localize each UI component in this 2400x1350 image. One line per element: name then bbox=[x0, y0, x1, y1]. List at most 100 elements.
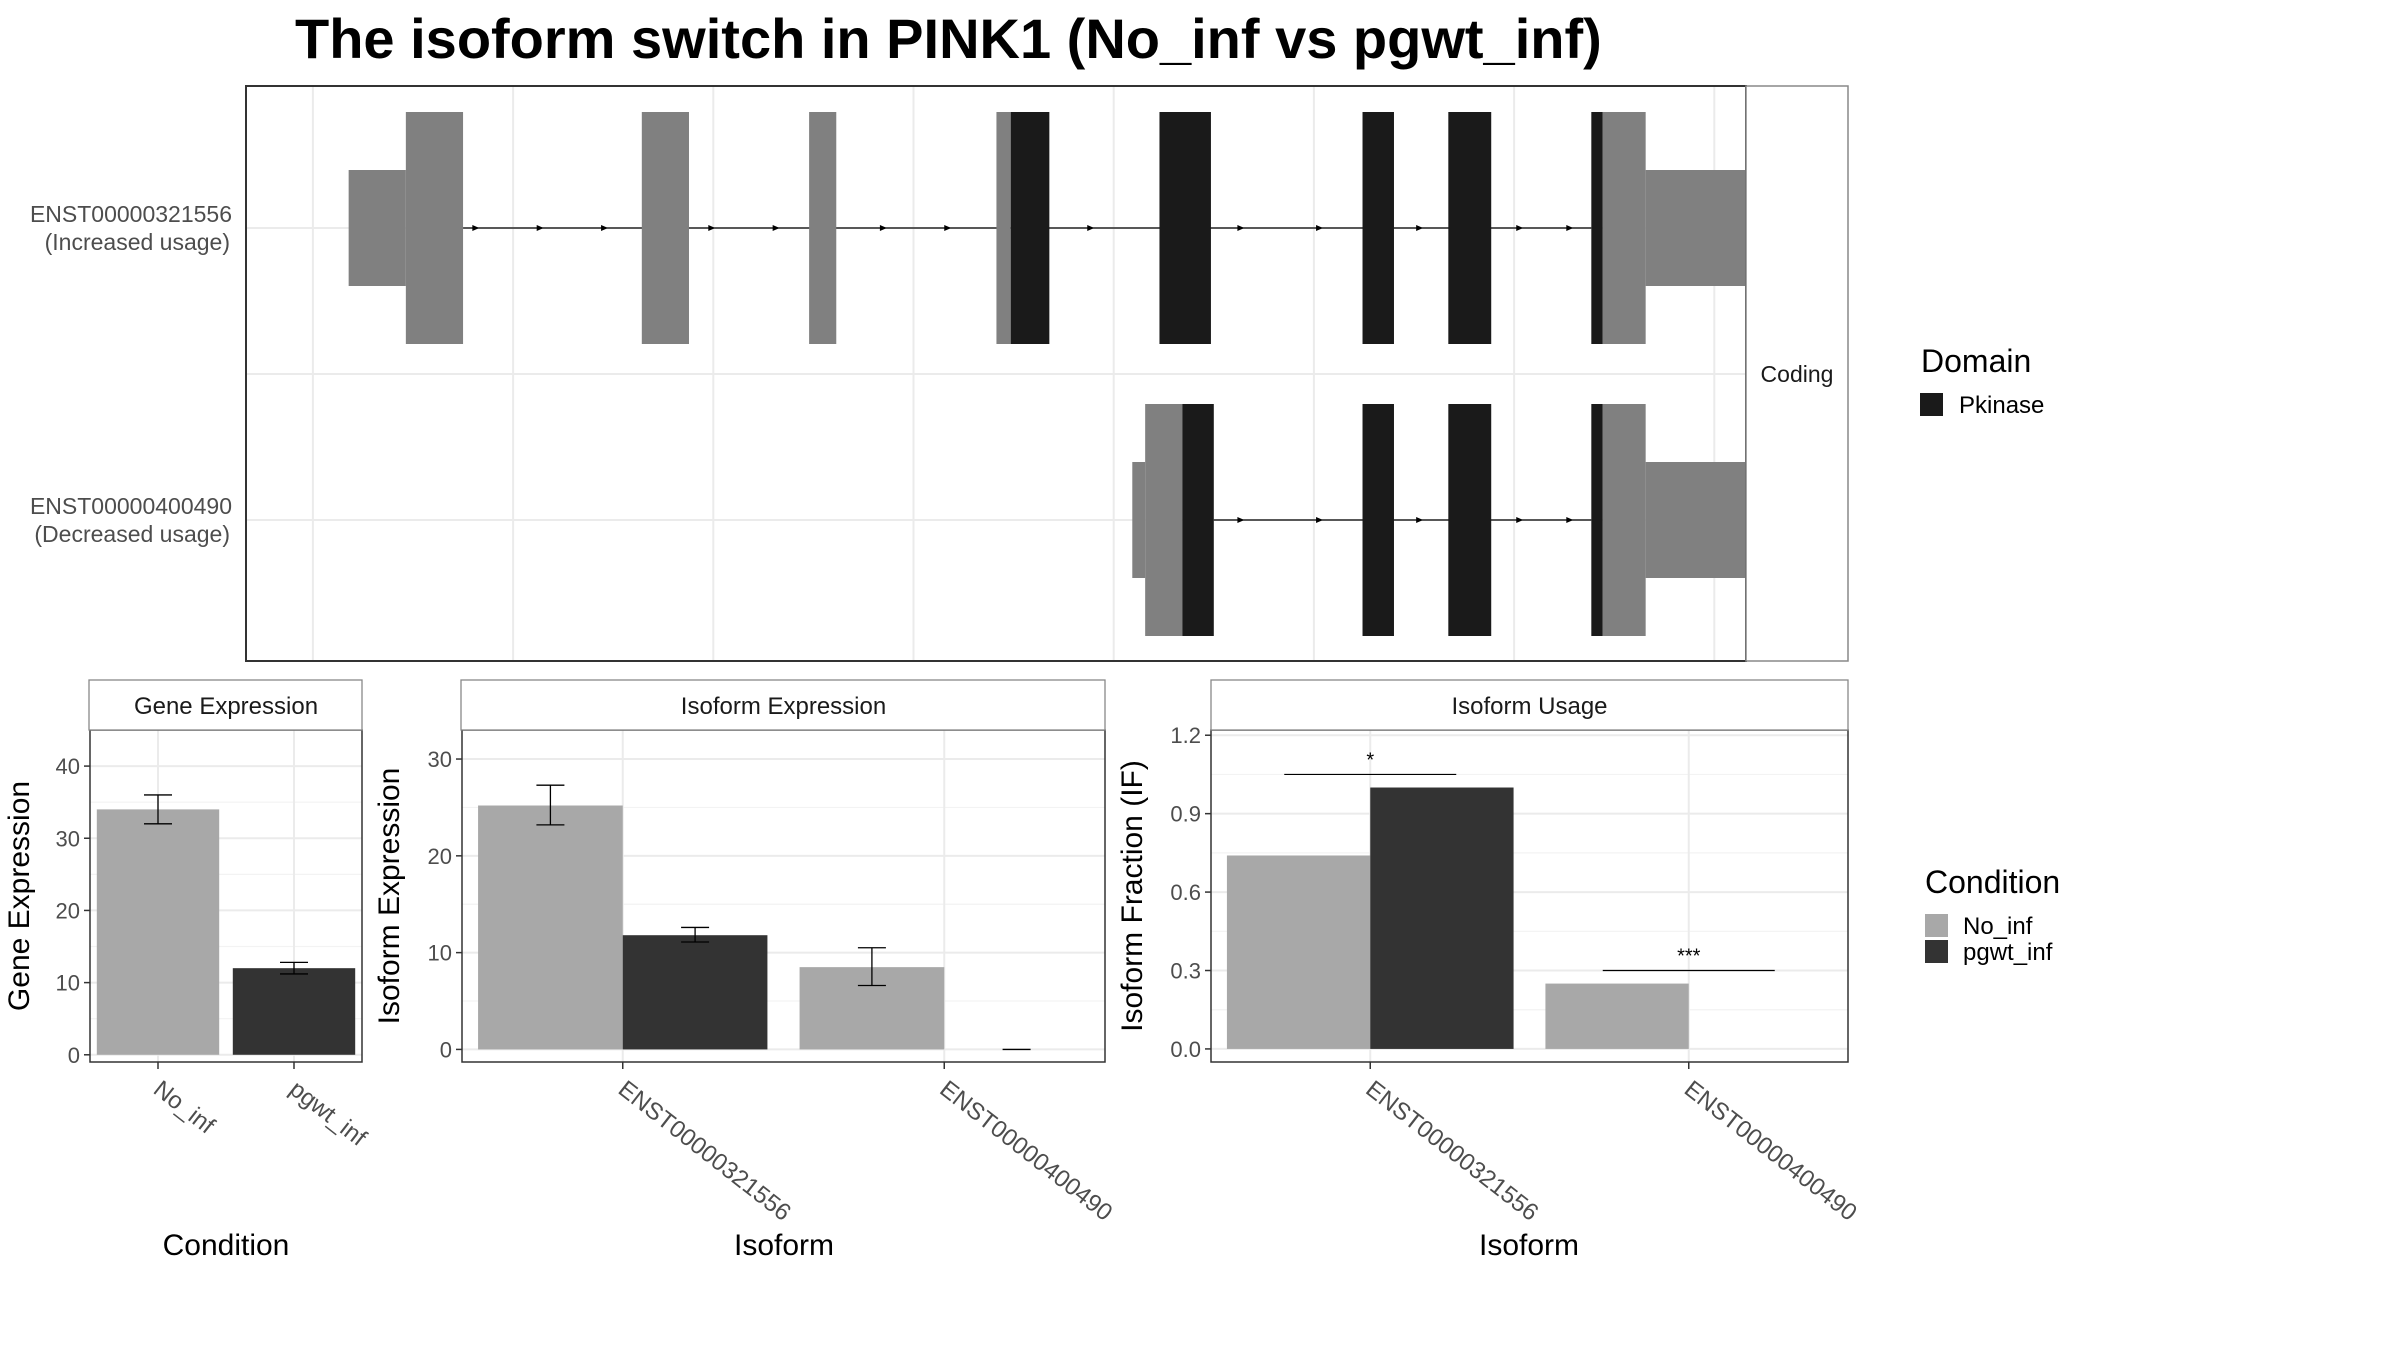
exon-0-5 bbox=[1010, 112, 1050, 344]
chart-1-errorbar-0-1 bbox=[857, 947, 886, 987]
strand-arrow-0-5 bbox=[879, 225, 887, 231]
chart-0-ytick-label-3: 30 bbox=[56, 826, 80, 851]
transcript-label-1: ENST00000400490 bbox=[30, 493, 232, 519]
strand-arrow-0-11 bbox=[1416, 225, 1424, 231]
chart-1-ytick-label-1: 10 bbox=[428, 941, 452, 966]
chart-1-errorbar-0-0 bbox=[536, 784, 565, 826]
structure-strip bbox=[1745, 85, 1849, 662]
strand-arrow-1-0 bbox=[1237, 517, 1245, 523]
condition-legend-key-pgwt-inf bbox=[1925, 940, 1948, 963]
chart-2-bar-0-1 bbox=[1545, 983, 1689, 1049]
chart-1-bar-0-0 bbox=[478, 805, 623, 1050]
strand-arrow-0-6 bbox=[944, 225, 952, 231]
exon-0-7 bbox=[1362, 112, 1394, 344]
domain-legend-label-pkinase: Pkinase bbox=[1959, 392, 2044, 419]
chart-2-bar-1-0 bbox=[1370, 787, 1514, 1049]
chart-2-bar-0-0 bbox=[1226, 855, 1371, 1049]
exon-1-6 bbox=[1602, 404, 1646, 636]
transcript-label-0: ENST00000321556 bbox=[30, 201, 232, 227]
exon-0-4 bbox=[996, 112, 1011, 344]
strand-arrow-0-0 bbox=[472, 225, 480, 231]
chart-0-ytick-label-0: 0 bbox=[68, 1043, 80, 1068]
chart-2: 0.00.30.60.91.2****Isoform UsageENST0000… bbox=[1116, 679, 1862, 1262]
chart-2-ytick-label-0: 0.0 bbox=[1170, 1037, 1201, 1062]
condition-legend-label-pgwt-inf: pgwt_inf bbox=[1963, 939, 2053, 966]
chart-0-xtick-label-0: No_inf bbox=[148, 1075, 220, 1139]
strand-arrow-0-8 bbox=[1087, 225, 1095, 231]
strand-arrow-0-2 bbox=[601, 225, 609, 231]
chart-2-sig-label-0: * bbox=[1366, 749, 1374, 771]
transcript-structure-panel: Coding ENST00000321556(Increased usage)E… bbox=[30, 85, 1849, 662]
chart-1-strip bbox=[460, 679, 1106, 731]
chart-0-bar-1 bbox=[232, 968, 356, 1055]
exon-0-2 bbox=[641, 112, 689, 344]
chart-1-ytick-label-3: 30 bbox=[428, 747, 452, 772]
chart-0-ytick-label-4: 40 bbox=[56, 754, 80, 779]
transcript-labels: ENST00000321556(Increased usage) ENST0000… bbox=[30, 201, 232, 547]
exon-0-10 bbox=[1602, 112, 1646, 344]
chart-0-bar-0 bbox=[96, 809, 220, 1055]
exon-0-3 bbox=[809, 112, 837, 344]
chart-1-xtick-label-1: ENST00000400490 bbox=[935, 1075, 1118, 1226]
exon-1-2 bbox=[1182, 404, 1214, 636]
strand-arrow-0-3 bbox=[708, 225, 716, 231]
chart-1: 0 10 20 30 Isoform Expression ENST00000321556… bbox=[373, 679, 1118, 1262]
chart-0-ytick-label-1: 10 bbox=[56, 971, 80, 996]
chart-2-sig-label-1: *** bbox=[1677, 946, 1701, 968]
strand-arrow-1-4 bbox=[1516, 517, 1524, 523]
chart-1-ylabel: Isoform Expression bbox=[373, 768, 406, 1025]
exon-1-1 bbox=[1145, 404, 1183, 636]
condition-legend-label-no-inf: No_inf bbox=[1963, 913, 2033, 940]
exon-1-4 bbox=[1448, 404, 1492, 636]
chart-0-xlabel: Condition bbox=[163, 1229, 290, 1262]
transcript-usage-0: (Increased usage) bbox=[45, 229, 230, 255]
exon-1-3 bbox=[1362, 404, 1394, 636]
condition-legend: Condition No_inf pgwt_inf bbox=[1925, 864, 2060, 966]
condition-legend-title: Condition bbox=[1925, 864, 2060, 900]
chart-2-ytick-label-4: 1.2 bbox=[1170, 723, 1201, 748]
strand-arrow-0-10 bbox=[1316, 225, 1324, 231]
chart-2-strip-label: Isoform Usage bbox=[1451, 693, 1607, 720]
chart-1-errorbar-1-0 bbox=[681, 926, 710, 943]
exon-1-0 bbox=[1132, 462, 1146, 578]
strand-arrow-0-4 bbox=[772, 225, 780, 231]
chart-2-ytick-label-2: 0.6 bbox=[1170, 880, 1201, 905]
chart-0-strip bbox=[88, 679, 363, 731]
domain-legend-title: Domain bbox=[1921, 343, 2031, 379]
chart-2-ylabel: Isoform Fraction (IF) bbox=[1116, 760, 1149, 1032]
strand-arrow-0-9 bbox=[1237, 225, 1245, 231]
chart-2-xtick-label-0: ENST00000321556 bbox=[1361, 1075, 1544, 1226]
chart-1-ytick-label-0: 0 bbox=[440, 1037, 452, 1062]
structure-marks bbox=[348, 112, 1772, 636]
exon-0-0 bbox=[348, 170, 406, 286]
exon-0-1 bbox=[405, 112, 464, 344]
condition-legend-key-no-inf bbox=[1925, 914, 1948, 937]
chart-0-ytick-label-2: 20 bbox=[56, 898, 80, 923]
strand-arrow-0-13 bbox=[1516, 225, 1524, 231]
strand-arrow-1-2 bbox=[1416, 517, 1424, 523]
transcript-usage-1: (Decreased usage) bbox=[34, 521, 230, 547]
figure-title: The isoform switch in PINK1 (No_inf vs p… bbox=[295, 7, 1602, 70]
exon-0-9 bbox=[1591, 112, 1603, 344]
strand-arrow-1-1 bbox=[1316, 517, 1324, 523]
domain-legend-key-pkinase bbox=[1920, 393, 1943, 416]
chart-0-xtick-label-1: pgwt_inf bbox=[284, 1075, 371, 1152]
exon-0-8 bbox=[1448, 112, 1492, 344]
chart-0: 0 10 20 30 40 Gene Expression No_inf pgwt_inf Co… bbox=[3, 679, 372, 1262]
expression-charts: 0 10 20 30 40 Gene Expression No_inf pgwt_inf Co… bbox=[3, 679, 1862, 1262]
strand-arrow-0-14 bbox=[1566, 225, 1574, 231]
structure-strip-label: Coding bbox=[1761, 361, 1834, 387]
chart-2-strip bbox=[1210, 679, 1849, 731]
chart-0-errorbar-0 bbox=[144, 794, 172, 825]
domain-legend: Domain Pkinase bbox=[1920, 343, 2044, 419]
strand-arrow-1-5 bbox=[1566, 517, 1574, 523]
exon-1-5 bbox=[1591, 404, 1603, 636]
chart-1-bar-1-0 bbox=[622, 935, 768, 1050]
exon-0-6 bbox=[1159, 112, 1211, 344]
chart-1-ytick-label-2: 20 bbox=[428, 844, 452, 869]
chart-2-ytick-label-1: 0.3 bbox=[1170, 959, 1201, 984]
chart-1-xtick-label-0: ENST00000321556 bbox=[613, 1075, 796, 1226]
chart-1-xlabel: Isoform bbox=[734, 1229, 834, 1262]
chart-0-strip-label: Gene Expression bbox=[134, 693, 318, 720]
